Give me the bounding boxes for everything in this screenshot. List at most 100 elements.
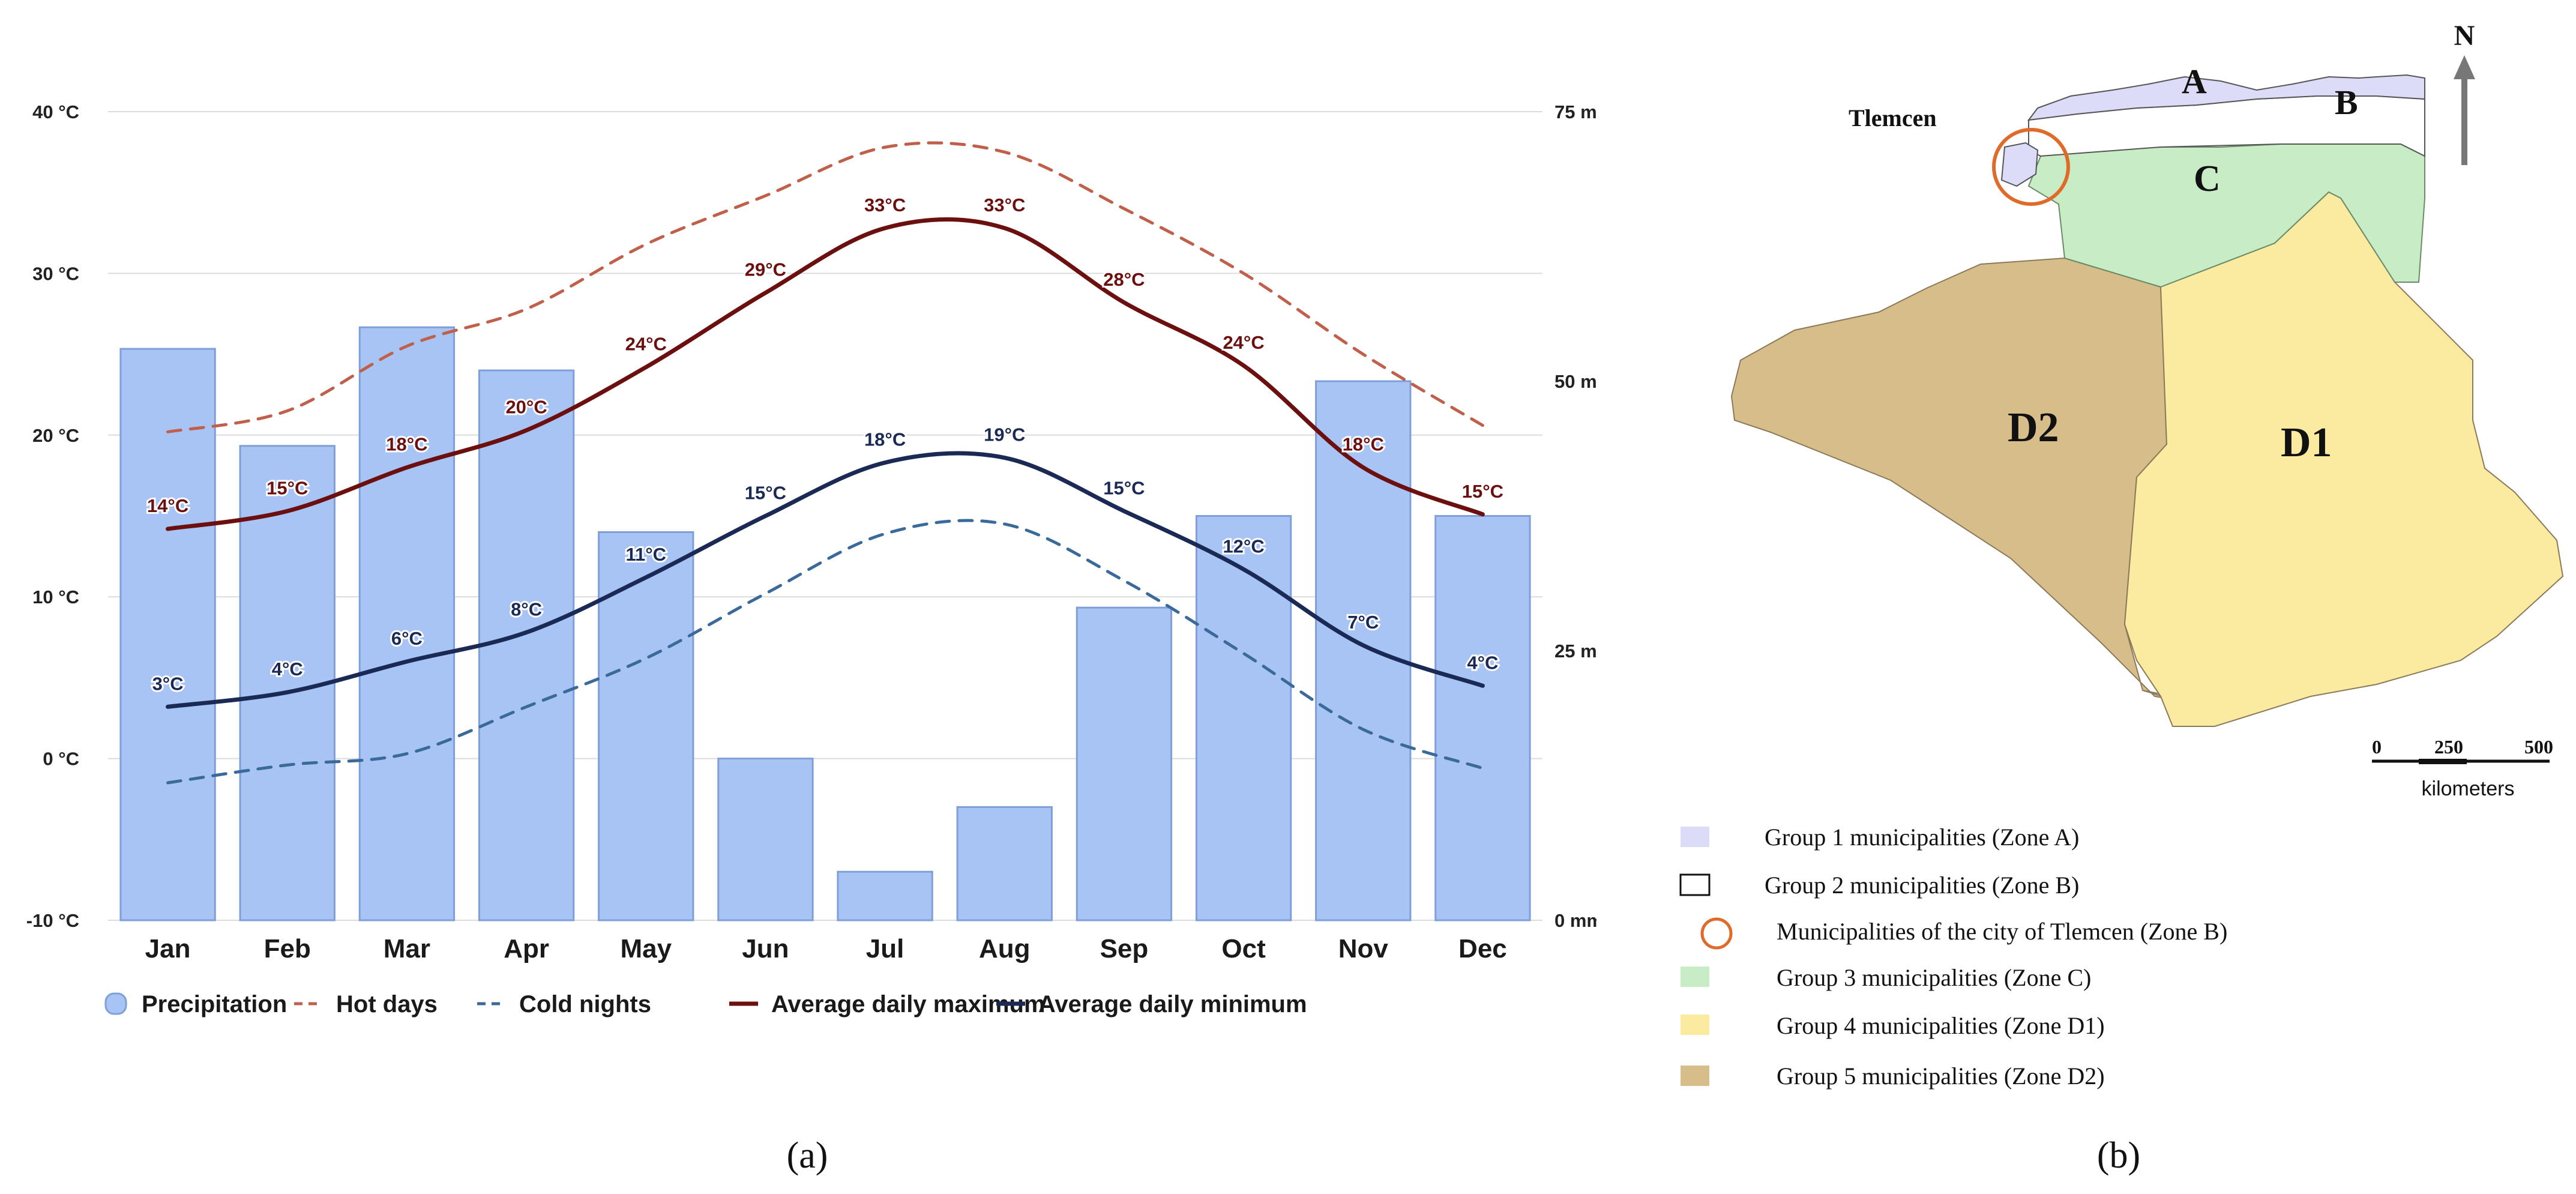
min-label-jul: 18°C [864, 429, 906, 450]
x-tick-label-feb: Feb [264, 934, 311, 963]
avg-daily-max-line [166, 217, 1485, 531]
max-label-jul: 33°C [864, 194, 906, 216]
zone-d1-label: D1 [2281, 420, 2332, 466]
chart-gridlines [108, 111, 1542, 921]
x-tick-label-jul: Jul [866, 934, 904, 963]
scale-bar: 0 250 500 kilometers [2372, 736, 2553, 800]
tlemcen-area [2000, 142, 2039, 187]
avg-daily-min-line [166, 451, 1485, 709]
precipitation-bars [119, 326, 1531, 921]
y-left-tick-label-5: 40 °C [32, 101, 79, 122]
legend-swatch-zone-b [1679, 873, 1711, 896]
legend-item-hot-days: Hot days [336, 991, 438, 1018]
precipitation-bar-dec [1434, 515, 1531, 921]
y-left-tick-label-4: 30 °C [32, 263, 79, 284]
min-label-dec: 4°C [1467, 652, 1498, 673]
zone-a-region [2027, 74, 2425, 121]
zone-d2-region [1730, 257, 2173, 700]
precipitation-bar-mar [358, 326, 456, 921]
min-label-apr: 8°C [511, 599, 542, 620]
precipitation-bar-may [598, 531, 694, 921]
max-label-mar: 18°C [386, 434, 427, 455]
precipitation-bar-nov [1315, 380, 1412, 921]
max-label-jan: 14°C [147, 495, 188, 516]
min-label-feb: 4°C [272, 659, 303, 680]
tlemcen-label: Tlemcen [1849, 104, 1937, 131]
y-right-tick-label-1: 25 mm [1554, 641, 1596, 662]
legend-swatch-zone-c [1681, 966, 1709, 987]
precipitation-bar-oct [1195, 515, 1292, 921]
legend-item-zone-d2: Group 5 municipalities (Zone D2) [1777, 1063, 2105, 1090]
x-tick-label-oct: Oct [1221, 934, 1266, 963]
x-tick-label-jan: Jan [145, 934, 191, 963]
x-tick-label-apr: Apr [504, 934, 549, 963]
scale-label-500: 500 [2524, 736, 2553, 758]
max-label-aug: 33°C [984, 194, 1025, 216]
x-tick-label-may: May [620, 934, 672, 963]
scale-label-0: 0 [2372, 736, 2382, 758]
climate-chart: 14°C 15°C 18°C 20°C 24°C 29°C 33°C 33°C 28°C 24°C… [26, 101, 1596, 1176]
min-label-jan: 3°C [152, 673, 184, 694]
legend-swatch-zone-d1 [1681, 1015, 1709, 1035]
legend-swatch-zone-a [1681, 827, 1709, 847]
y-left-tick-label-3: 20 °C [32, 425, 79, 446]
tlemcen-ring-icon [1992, 128, 2070, 206]
max-label-apr: 20°C [505, 397, 547, 418]
y-right-tick-label-0: 0 mm [1554, 910, 1596, 931]
min-label-oct: 12°C [1223, 535, 1264, 556]
y-left-tick-label-0: -10 °C [26, 910, 79, 931]
precipitation-bar-apr [478, 369, 575, 921]
panel-label-a: (a) [787, 1135, 828, 1176]
min-label-jun: 15°C [745, 483, 786, 504]
min-label-mar: 6°C [391, 628, 423, 649]
min-label-nov: 7°C [1347, 612, 1379, 633]
zone-c-label: C [2194, 158, 2221, 199]
max-label-feb: 15°C [266, 477, 308, 498]
precipitation-bar-jan [119, 348, 216, 921]
max-label-dec: 15°C [1462, 481, 1503, 502]
north-arrow-icon [2454, 55, 2475, 165]
cold-nights-line [166, 519, 1484, 785]
legend-item-tlemcen: Municipalities of the city of Tlemcen (Z… [1777, 918, 2227, 945]
legend-swatch-precipitation [104, 992, 127, 1015]
zone-d2-label: D2 [2008, 405, 2059, 451]
y-left-tick-label-1: 0 °C [43, 749, 79, 770]
temperature-lines [166, 141, 1485, 785]
x-tick-label-aug: Aug [979, 934, 1031, 963]
scale-label-250: 250 [2434, 736, 2463, 758]
y-right-tick-label-3: 75 mm [1554, 101, 1596, 122]
scale-unit-label: kilometers [2422, 777, 2515, 800]
north-label: N [2454, 20, 2475, 52]
legend-item-cold-nights: Cold nights [519, 991, 651, 1018]
legend-item-zone-d1: Group 4 municipalities (Zone D1) [1777, 1012, 2105, 1039]
precipitation-bar-aug [956, 806, 1053, 921]
legend-item-zone-c: Group 3 municipalities (Zone C) [1777, 964, 2091, 991]
chart-legend: Precipitation Hot days Cold nights Average … [104, 991, 1307, 1018]
y-left-tick-label-2: 10 °C [32, 586, 79, 608]
legend-item-zone-a: Group 1 municipalities (Zone A) [1765, 824, 2079, 851]
x-tick-label-dec: Dec [1458, 934, 1507, 963]
legend-circle-tlemcen [1700, 917, 1733, 950]
zone-a-label: A [2182, 62, 2207, 101]
max-label-nov: 18°C [1343, 434, 1384, 455]
precipitation-bar-sep [1076, 606, 1173, 921]
max-label-oct: 24°C [1223, 332, 1264, 353]
max-label-may: 24°C [625, 334, 667, 355]
precipitation-bar-jun [717, 758, 814, 921]
x-tick-label-jun: Jun [742, 934, 789, 963]
panel-label-b: (b) [2097, 1135, 2140, 1176]
zone-b-label: B [2335, 83, 2358, 122]
zone-c-region [2027, 143, 2425, 288]
data-labels: 14°C 15°C 18°C 20°C 24°C 29°C 33°C 33°C 28°C 24°C… [145, 193, 1505, 696]
x-tick-label-mar: Mar [384, 934, 430, 963]
x-tick-label-nov: Nov [1338, 934, 1389, 963]
map-legend: Group 1 municipalities (Zone A) Group 2 … [1679, 824, 2227, 1090]
max-label-sep: 28°C [1103, 269, 1145, 290]
max-label-jun: 29°C [745, 259, 786, 280]
min-label-aug: 19°C [984, 424, 1025, 445]
y-right-tick-label-2: 50 mm [1554, 371, 1596, 392]
min-label-may: 11°C [625, 544, 666, 565]
precipitation-bar-jul [837, 870, 933, 921]
x-tick-label-sep: Sep [1100, 934, 1149, 963]
